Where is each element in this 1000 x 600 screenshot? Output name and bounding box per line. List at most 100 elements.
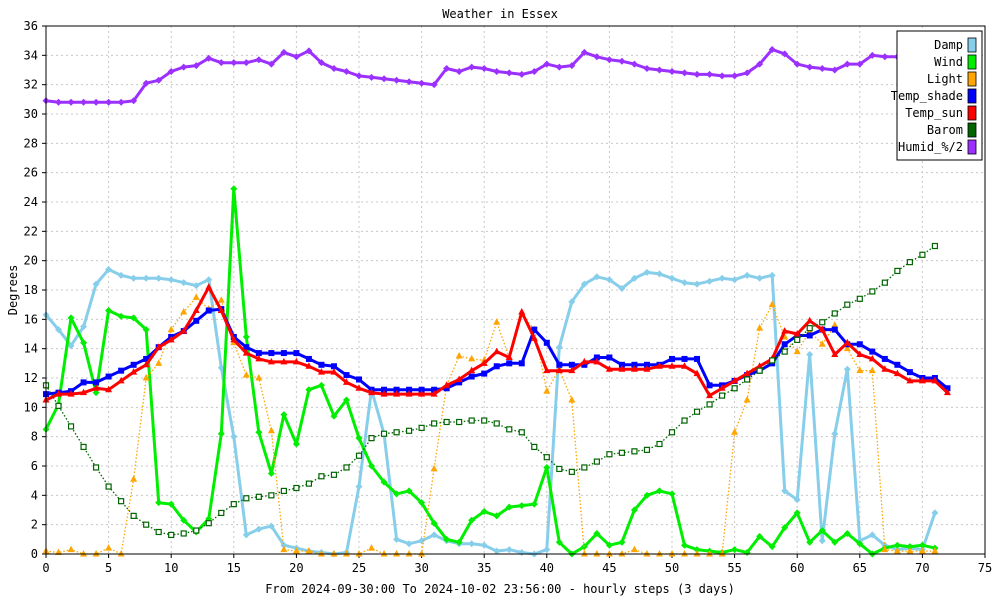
wind-point bbox=[843, 529, 851, 537]
temp-sun-point bbox=[831, 350, 839, 358]
y-tick-label: 0 bbox=[31, 547, 38, 561]
temp-shade-point bbox=[694, 355, 701, 362]
humid-2-point bbox=[818, 65, 826, 73]
y-axis-label: Degrees bbox=[6, 265, 20, 316]
humid-2-point bbox=[430, 81, 438, 89]
damp-point bbox=[818, 537, 826, 545]
wind-point bbox=[80, 339, 88, 347]
y-tick-label: 28 bbox=[24, 136, 38, 150]
temp-sun-point bbox=[630, 365, 638, 372]
wind-point bbox=[368, 462, 376, 470]
temp-sun-point bbox=[530, 334, 538, 341]
humid-2-point bbox=[267, 60, 275, 68]
y-tick-label: 32 bbox=[24, 78, 38, 92]
barom-point bbox=[856, 295, 863, 302]
light-point bbox=[455, 352, 463, 359]
humid-2-point bbox=[655, 66, 663, 74]
humid-2-point bbox=[380, 75, 388, 83]
temp-sun-point bbox=[368, 388, 376, 396]
damp-point bbox=[843, 365, 851, 373]
temp-sun-point bbox=[731, 376, 739, 384]
legend-swatch bbox=[967, 71, 977, 87]
temp-shade-point bbox=[343, 372, 350, 379]
light-point bbox=[330, 550, 338, 557]
damp-point bbox=[405, 540, 413, 548]
damp-point bbox=[117, 271, 125, 279]
temp-shade-point bbox=[669, 355, 675, 362]
temp-sun-point bbox=[518, 308, 526, 315]
temp-shade-point bbox=[806, 332, 813, 339]
humid-2-point bbox=[505, 69, 513, 77]
damp-point bbox=[831, 430, 839, 438]
light-point bbox=[881, 545, 889, 553]
humid-2-point bbox=[630, 60, 638, 68]
wind-point bbox=[893, 541, 901, 549]
humid-2-point bbox=[418, 79, 426, 87]
barom-point bbox=[794, 336, 801, 343]
damp-point bbox=[618, 285, 626, 293]
series-group bbox=[42, 45, 951, 558]
damp-point bbox=[781, 487, 789, 495]
humid-2-point bbox=[743, 69, 751, 77]
humid-2-point bbox=[843, 60, 851, 68]
temp-shade-point bbox=[293, 350, 300, 357]
legend-label: Temp_sun bbox=[905, 106, 963, 120]
barom-point bbox=[105, 483, 112, 490]
temp-sun-point bbox=[117, 376, 125, 384]
wind-point bbox=[856, 540, 864, 548]
temp-sun-point bbox=[543, 366, 551, 374]
wind-point bbox=[681, 541, 689, 549]
x-tick-label: 45 bbox=[602, 561, 616, 575]
temp-shade-point bbox=[681, 355, 688, 362]
light-point bbox=[242, 371, 250, 378]
temp-sun-point bbox=[167, 335, 175, 343]
humid-2-point bbox=[468, 63, 476, 71]
series-temp-sun bbox=[42, 283, 951, 403]
barom-point bbox=[656, 440, 663, 448]
temp-shade-point bbox=[781, 341, 788, 348]
light-point bbox=[117, 550, 125, 557]
barom-point bbox=[668, 429, 676, 436]
light-point bbox=[605, 550, 613, 557]
light-point bbox=[731, 428, 739, 435]
temp-sun-point bbox=[681, 362, 689, 369]
barom-point bbox=[443, 418, 450, 426]
x-tick-label: 60 bbox=[790, 561, 804, 575]
damp-point bbox=[255, 525, 263, 533]
temp-shade-point bbox=[118, 367, 125, 374]
humid-2-point bbox=[342, 67, 350, 75]
temp-shade-point bbox=[318, 361, 325, 368]
temp-sun-point bbox=[205, 283, 213, 290]
barom-point bbox=[368, 435, 375, 442]
y-tick-label: 24 bbox=[24, 195, 38, 209]
wind-point bbox=[67, 314, 75, 322]
humid-2-point bbox=[781, 50, 789, 58]
light-point bbox=[906, 547, 914, 554]
barom-point bbox=[243, 495, 250, 502]
humid-2-point bbox=[518, 70, 526, 78]
light-point bbox=[142, 374, 150, 381]
wind-point bbox=[455, 538, 463, 546]
temp-shade-point bbox=[418, 386, 425, 393]
damp-point bbox=[580, 280, 588, 288]
temp-shade-point bbox=[869, 348, 876, 355]
temp-sun-point bbox=[643, 365, 651, 372]
temp-shade-point bbox=[443, 385, 450, 392]
temp-shade-point bbox=[381, 386, 388, 393]
wind-point bbox=[555, 538, 563, 546]
wind-point bbox=[443, 535, 451, 543]
damp-point bbox=[593, 273, 601, 281]
wind-point bbox=[593, 529, 601, 537]
humid-2-point bbox=[605, 56, 613, 64]
light-point bbox=[756, 324, 764, 331]
temp-sun-point bbox=[330, 368, 338, 375]
temp-sun-point bbox=[267, 357, 275, 365]
wind-point bbox=[480, 507, 488, 515]
damp-point bbox=[130, 274, 138, 282]
humid-2-point bbox=[105, 98, 113, 106]
wind-point bbox=[918, 541, 926, 549]
damp-point bbox=[92, 280, 100, 288]
series-humid-2 bbox=[42, 45, 901, 106]
damp-point bbox=[67, 342, 75, 350]
